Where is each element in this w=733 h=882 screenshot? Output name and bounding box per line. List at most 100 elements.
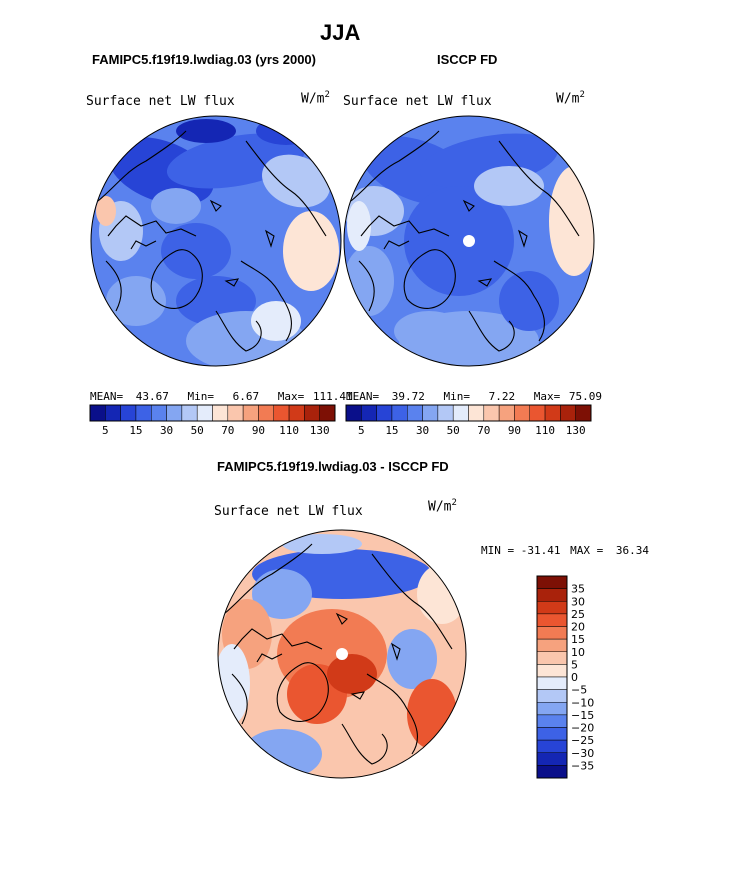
right-colorbar-cell [529,404,546,422]
left-coastline [209,199,275,287]
right-field-patch [499,271,559,331]
left-field-patch [262,154,330,208]
left-colorbar-tick-label: 5 [102,424,109,437]
diff-colorbar-tick-label: 15 [571,633,585,646]
left-colorbar-cell [105,404,121,422]
left-colorbar-tick-label: 110 [279,424,299,437]
diff-map [217,529,467,779]
left-colorbar-cell [227,404,244,422]
left-field-patch [256,117,316,145]
left-field-patch [161,223,231,279]
diff-colorbar-cell [536,664,568,678]
right-colorbar-cell [422,404,439,422]
left-colorbar-cell [304,404,320,422]
left-colorbar-cell [89,404,106,422]
right-field-patch [394,311,464,351]
right-colorbar-cell [452,404,469,422]
diff-units-label: W/m2 [428,498,457,515]
diff-minmax: MIN = -31.41 MAX = 36.34 [481,544,649,557]
left-colorbar-tick-label: 15 [129,424,142,437]
right-colorbar-tick-label: 30 [416,424,429,437]
left-map [90,115,342,367]
right-colorbar-frame [345,404,592,422]
left-units-label: W/m2 [301,90,330,107]
diff-colorbar-cell [536,676,568,690]
right-coastline [360,215,450,250]
diff-field-patch [252,569,312,619]
left-colorbar-cell [242,404,259,422]
left-field-patch [283,211,339,291]
diff-colorbar-tick-label: 35 [571,583,585,596]
left-colorbar-tick-label: 30 [160,424,173,437]
right-coastline [468,310,515,352]
diff-colorbar-cell [536,727,568,741]
diff-coastline [223,543,313,725]
left-colorbar-cell [166,404,183,422]
left-field-patch [251,301,301,341]
right-colorbar-tick-label: 110 [535,424,555,437]
right-colorbar-cell [575,404,592,422]
diff-colorbar-cell [536,765,568,779]
diff-colorbar-tick-label: 20 [571,621,585,634]
right-colorbar-cell [498,404,515,422]
diff-colorbar-frame [536,575,568,779]
left-field-patch [176,119,236,143]
left-colorbar-cell [135,404,152,422]
right-units-label: W/m2 [556,90,585,107]
diff-colorbar-cell [536,739,568,753]
season-title: JJA [320,20,361,45]
diff-colorbar-tick-label: 0 [571,671,578,684]
diff-colorbar-tick-label: 30 [571,595,585,608]
right-variable-label: Surface net LW flux [343,94,492,109]
diff-coastline [341,723,388,765]
diff-colorbar-cell [536,613,568,627]
diff-colorbar-cell [536,638,568,652]
diff-colorbar-cell [536,702,568,716]
right-colorbar-cell [361,404,377,422]
right-colorbar-tick-label: 5 [358,424,365,437]
left-field [91,116,341,366]
right-field-patch [549,166,594,276]
left-colorbar-cell [319,404,336,422]
left-panel-title: FAMIPC5.f19f19.lwdiag.03 (yrs 2000) [92,52,316,67]
diff-colorbar-cell [536,601,568,615]
left-coastline [97,130,187,312]
left-colorbar-cell [120,404,137,422]
right-pole-hole [463,235,475,247]
right-colorbar-tick-label: 130 [566,424,586,437]
left-colorbar-tick-label: 70 [221,424,234,437]
right-stats: MEAN= 39.72 Min= 7.22 Max= 75.09 [346,390,602,403]
diff-colorbar-cell [536,626,568,640]
left-colorbar-tick-label: 130 [310,424,330,437]
right-colorbar-cell [514,404,530,422]
diff-colorbar-cell [536,752,568,766]
right-map [343,115,595,367]
right-colorbar-tick-label: 15 [385,424,398,437]
right-panel-title: ISCCP FD [437,52,498,67]
diff-field-patch [407,679,457,749]
left-coastline [107,215,197,250]
diff-field [218,530,466,778]
right-colorbar-cell [560,404,576,422]
left-colorbar-cell [151,404,167,422]
diff-pole-hole [336,648,348,660]
diff-coastline [335,612,401,700]
right-colorbar-cell [391,404,408,422]
diff-coastline [276,662,329,722]
right-colorbar-cell [407,404,423,422]
right-map-border [343,115,595,367]
diff-field-patch [242,729,322,778]
right-coastline [462,199,528,287]
diff-colorbar-tick-label: −15 [571,709,594,722]
diff-colorbar-tick-label: −25 [571,734,594,747]
diff-map-border [217,529,467,779]
right-colorbar-cell [345,404,362,422]
diff-colorbar-tick-label: −5 [571,684,587,697]
right-colorbar-cell [376,404,393,422]
right-colorbar-cell [544,404,561,422]
left-colorbar-cell [258,404,274,422]
left-coastline [215,310,262,352]
right-colorbar-tick-label: 50 [447,424,460,437]
right-colorbar-tick-label: 90 [508,424,521,437]
